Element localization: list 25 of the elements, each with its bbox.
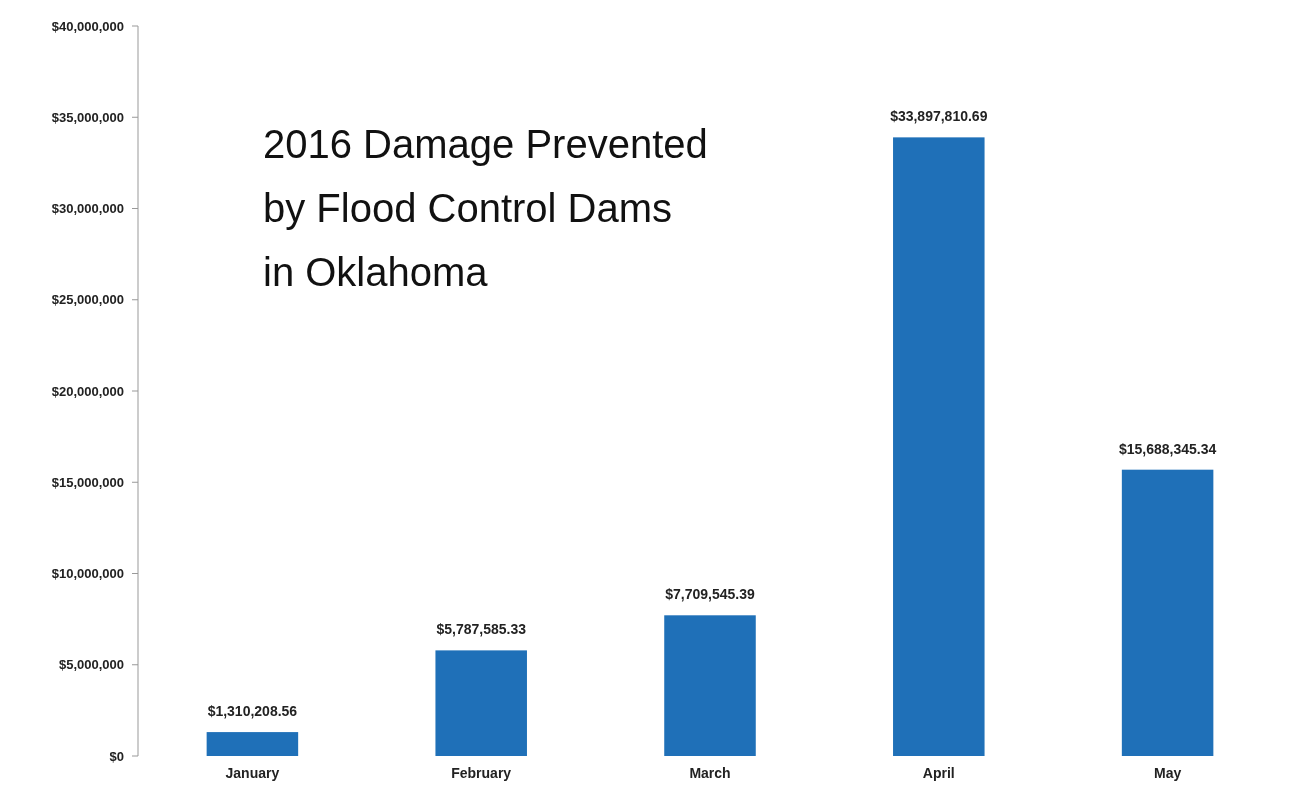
y-tick-label: $10,000,000 <box>51 566 124 582</box>
bar <box>893 137 985 756</box>
data-label: $15,688,345.34 <box>1118 440 1217 457</box>
bar <box>206 732 299 756</box>
x-tick-label: April <box>922 765 955 781</box>
x-tick-label: May <box>1153 765 1182 781</box>
y-tick-label: $25,000,000 <box>51 292 124 308</box>
bar <box>1121 469 1214 756</box>
y-tick-label: $35,000,000 <box>51 109 124 125</box>
y-tick-label: $20,000,000 <box>51 383 124 399</box>
y-tick-label: $0 <box>109 748 124 764</box>
y-tick-label: $15,000,000 <box>51 474 124 490</box>
data-label: $5,787,585.33 <box>436 621 527 638</box>
y-tick-label: $5,000,000 <box>58 657 124 673</box>
bar <box>435 650 527 756</box>
x-tick-label: February <box>451 765 512 781</box>
y-tick-label: $30,000,000 <box>51 201 124 217</box>
x-tick-label: March <box>689 765 731 781</box>
text: 2016 Damage Prevented by Flood Control Dams in Oklahoma <box>263 122 708 294</box>
y-tick-label: $40,000,000 <box>51 18 124 34</box>
data-label: $1,310,208.56 <box>207 703 298 720</box>
x-tick-label: January <box>225 765 280 781</box>
data-label: $7,709,545.39 <box>665 586 755 603</box>
data-label: $33,897,810.69 <box>890 108 988 125</box>
bar <box>664 615 756 756</box>
